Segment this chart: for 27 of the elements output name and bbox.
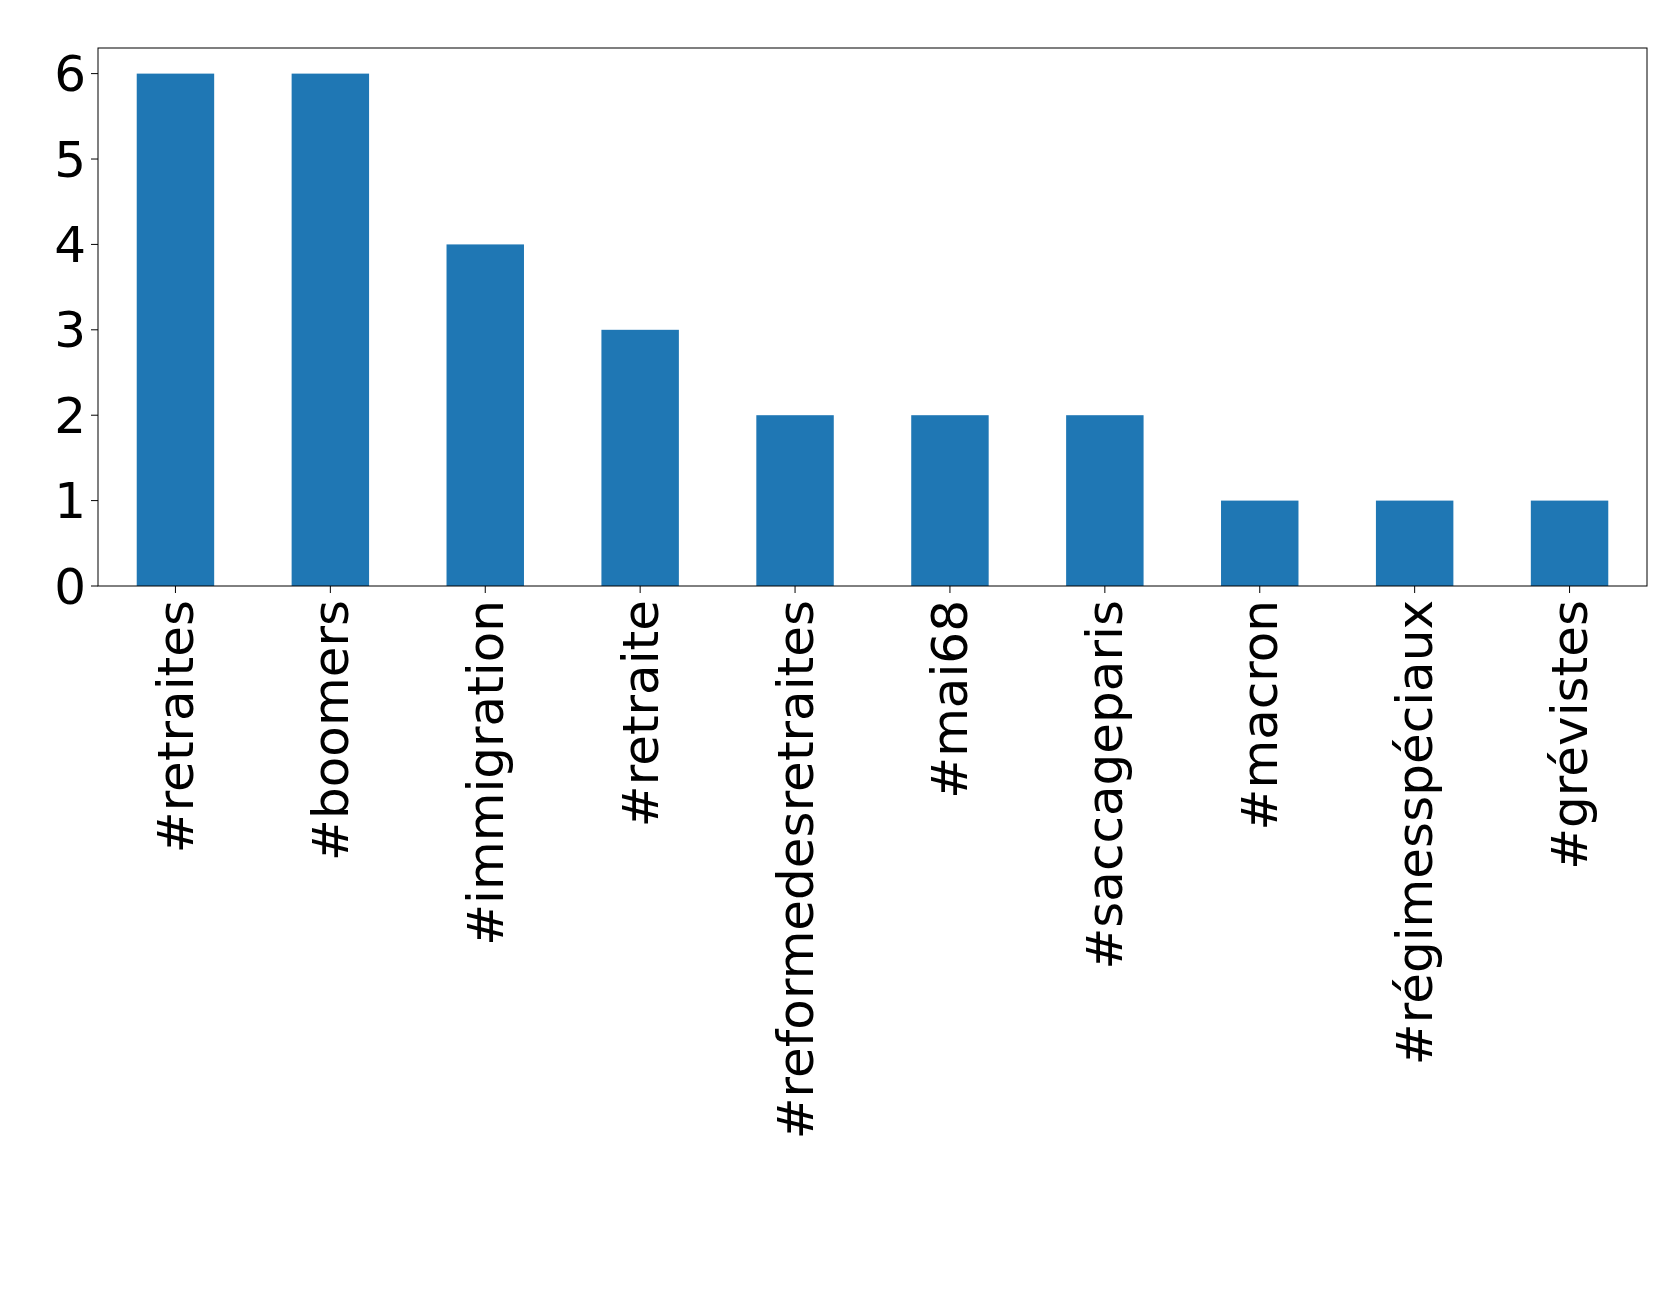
y-tick-label: 2: [54, 386, 86, 445]
x-tick-label: #immigration: [456, 600, 515, 946]
x-tick-label: #mai68: [921, 600, 980, 799]
x-tick-label: #régimesspéciaux: [1386, 600, 1445, 1066]
y-tick-label: 6: [54, 45, 86, 104]
bar: [1221, 500, 1299, 586]
y-tick-label: 1: [54, 472, 86, 531]
y-tick-label: 4: [54, 215, 86, 274]
x-tick-label: #grévistes: [1541, 600, 1600, 870]
bar: [756, 415, 834, 586]
bar: [291, 73, 370, 586]
bar: [136, 73, 215, 586]
x-tick-label: #macron: [1231, 600, 1290, 831]
y-tick-label: 3: [54, 301, 86, 360]
x-tick-label: #reformedesretraites: [766, 600, 825, 1140]
bar: [1375, 500, 1454, 586]
bar: [601, 329, 679, 586]
x-tick-label: #retraites: [146, 600, 205, 854]
x-tick-label: #boomers: [301, 600, 360, 861]
bar: [1530, 500, 1609, 586]
bar: [1066, 415, 1144, 586]
bar: [446, 244, 524, 586]
bar: [911, 415, 989, 586]
x-tick-label: #saccageparis: [1076, 600, 1135, 970]
y-tick-label: 5: [54, 130, 86, 189]
x-tick-label: #retraite: [611, 600, 670, 828]
y-tick-label: 0: [54, 557, 86, 616]
